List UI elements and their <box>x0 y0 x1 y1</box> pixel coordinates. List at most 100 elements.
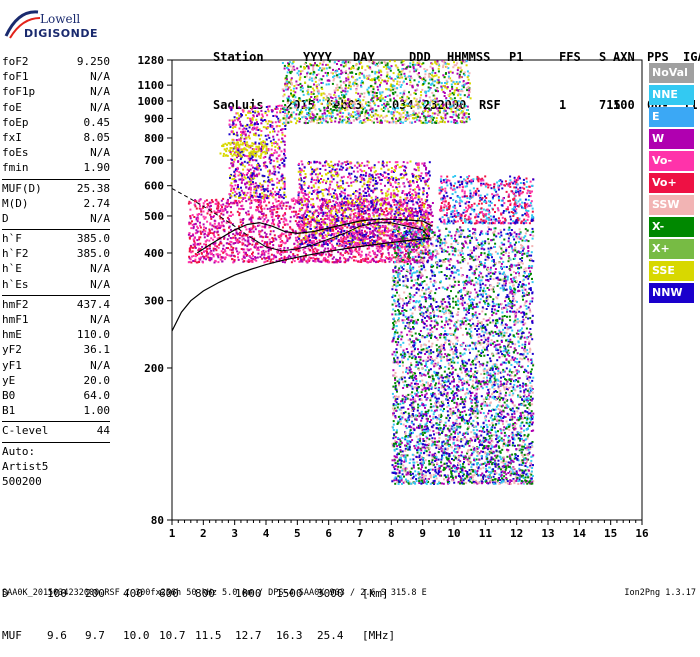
echo-point <box>270 213 272 215</box>
echo-point <box>269 239 271 241</box>
echo-point <box>399 166 401 168</box>
echo-point <box>337 175 339 177</box>
echo-point <box>316 249 318 251</box>
echo-point <box>353 181 355 183</box>
echo-point <box>386 165 388 167</box>
echo-point <box>239 212 241 214</box>
echo-point <box>501 222 503 224</box>
echo-point <box>381 213 383 215</box>
echo-point <box>348 173 350 175</box>
echo-point <box>237 186 239 188</box>
echo-point <box>242 239 244 241</box>
echo-point <box>272 115 274 117</box>
echo-point <box>205 227 207 229</box>
echo-point <box>498 222 500 224</box>
echo-point <box>203 233 205 235</box>
echo-point <box>232 127 234 129</box>
echo-point <box>454 175 456 177</box>
echo-point <box>273 173 275 175</box>
echo-point <box>527 214 529 216</box>
echo-point <box>348 202 350 204</box>
echo-point <box>396 161 398 163</box>
echo-point <box>322 193 324 195</box>
echo-point <box>255 160 257 162</box>
echo-point <box>366 205 368 207</box>
echo-point <box>416 215 418 217</box>
echo-point <box>307 226 309 228</box>
echo-point <box>403 161 405 163</box>
echo-point <box>376 215 378 217</box>
echo-point <box>482 179 484 181</box>
echo-point <box>379 247 381 249</box>
echo-point <box>440 176 442 178</box>
echo-point <box>268 137 270 139</box>
echo-point <box>294 255 296 257</box>
echo-point <box>382 174 384 176</box>
echo-point <box>321 175 323 177</box>
echo-point <box>231 178 233 180</box>
echo-point <box>428 204 430 206</box>
echo-point <box>406 194 408 196</box>
echo-point <box>443 219 445 221</box>
echo-point <box>427 207 429 209</box>
echo-point <box>421 172 423 174</box>
echo-point <box>524 207 526 209</box>
echo-point <box>313 240 315 242</box>
echo-point <box>303 195 305 197</box>
echo-point <box>225 206 227 208</box>
echo-point <box>320 205 322 207</box>
echo-point <box>321 245 323 247</box>
echo-point <box>302 189 304 191</box>
echo-point <box>300 209 302 211</box>
echo-point <box>359 176 361 178</box>
echo-point <box>411 196 413 198</box>
echo-point <box>295 211 297 213</box>
echo-point <box>268 226 270 228</box>
echo-point <box>310 228 312 230</box>
echo-point <box>327 248 329 250</box>
echo-point <box>280 108 282 110</box>
echo-point <box>237 161 239 163</box>
echo-point <box>268 202 270 204</box>
echo-point <box>365 256 367 258</box>
echo-point <box>278 171 280 173</box>
echo-point <box>353 226 355 228</box>
echo-point <box>359 188 361 190</box>
echo-point <box>417 218 419 220</box>
echo-point <box>254 167 256 169</box>
echo-point <box>446 212 448 214</box>
echo-point <box>356 231 358 233</box>
echo-point <box>396 188 398 190</box>
echo-point <box>198 238 200 240</box>
echo-point <box>362 185 364 187</box>
echo-point <box>206 206 208 208</box>
echo-point <box>197 218 199 220</box>
echo-point <box>341 191 343 193</box>
echo-point <box>267 134 269 136</box>
echo-point <box>502 212 504 214</box>
echo-point <box>276 178 278 180</box>
echo-point <box>381 210 383 212</box>
echo-point <box>272 188 274 190</box>
echo-point <box>278 225 280 227</box>
echo-point <box>239 174 241 176</box>
echo-point <box>277 205 279 207</box>
echo-point <box>469 195 471 197</box>
echo-point <box>322 165 324 167</box>
echo-point <box>242 179 244 181</box>
echo-point <box>344 242 346 244</box>
echo-point <box>244 166 246 168</box>
echo-point <box>450 184 452 186</box>
echo-point <box>480 219 482 221</box>
echo-point <box>376 247 378 249</box>
echo-point <box>349 243 351 245</box>
echo-point <box>446 209 448 211</box>
echo-point <box>410 212 412 214</box>
echo-point <box>391 215 393 217</box>
echo-point <box>245 212 247 214</box>
echo-point <box>266 114 268 116</box>
echo-point <box>283 164 285 166</box>
echo-point <box>401 192 403 194</box>
echo-point <box>207 212 209 214</box>
echo-point <box>211 228 213 230</box>
